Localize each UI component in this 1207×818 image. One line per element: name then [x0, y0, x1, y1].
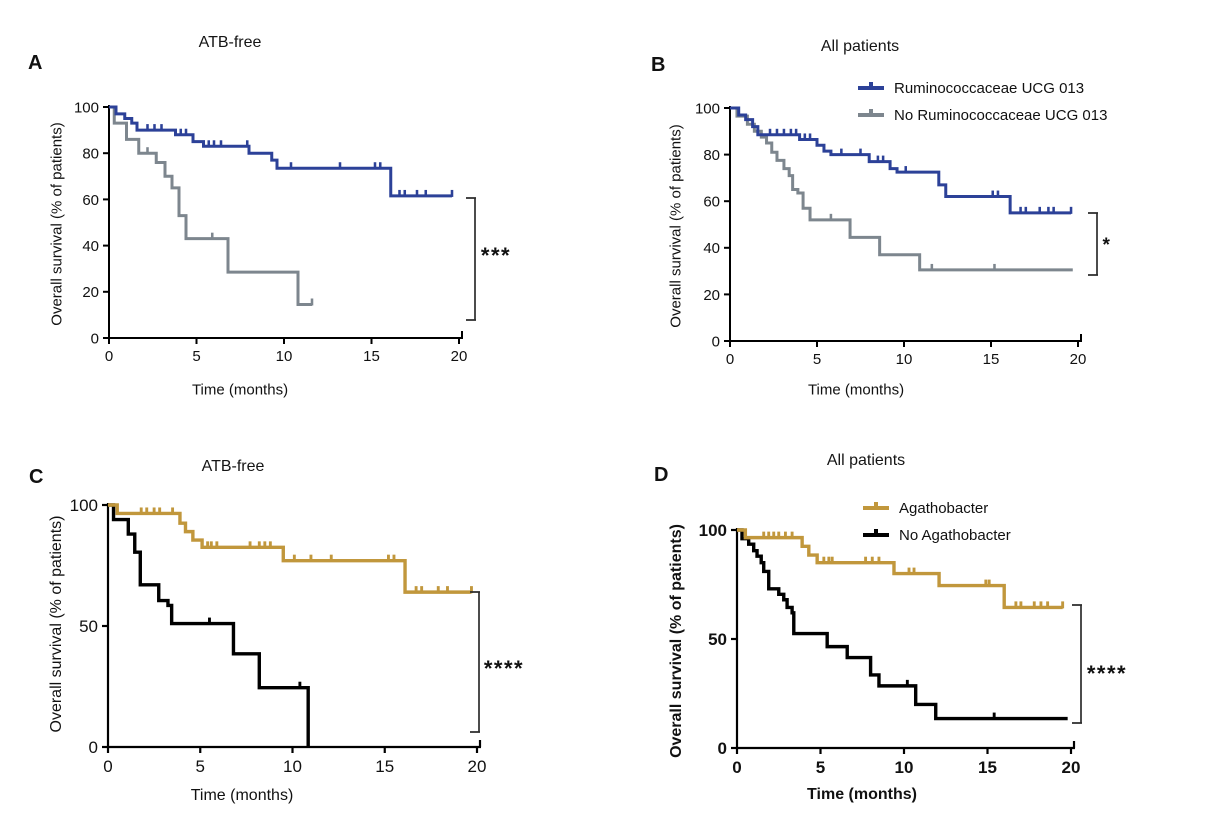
y-tick-label: 80 [703, 147, 720, 164]
series-marker-icon [858, 109, 884, 117]
y-axis-label-d: Overall survival (% of patients) [668, 524, 685, 758]
x-axis-label-c: Time (months) [190, 787, 294, 804]
series-marker-icon [863, 529, 889, 537]
y-tick-label: 60 [82, 192, 99, 209]
panel-letter-d: D [654, 464, 669, 486]
y-tick-label: 40 [703, 240, 720, 257]
x-tick-label: 5 [192, 348, 200, 365]
panel-title-c: ATB-free [201, 458, 265, 475]
survival-curve-group2 [730, 106, 1073, 272]
x-tick-label: 10 [896, 351, 913, 368]
x-tick-label: 10 [895, 758, 914, 777]
x-tick-label: 20 [451, 348, 468, 365]
x-tick-label: 5 [813, 351, 821, 368]
x-tick-label: 10 [283, 757, 302, 776]
x-tick-label: 0 [732, 758, 741, 777]
y-tick-label: 50 [79, 617, 98, 636]
y-axis-label-a: Overall survival (% of patients) [48, 122, 66, 326]
significance-asterisks: * [1103, 235, 1112, 256]
x-axis-label-a: Time (months) [191, 381, 289, 399]
legend-item: Agathobacter [863, 497, 1011, 519]
y-tick-label: 0 [91, 330, 99, 347]
x-tick-label: 15 [363, 348, 380, 365]
x-tick-label: 15 [983, 351, 1000, 368]
y-tick-label: 100 [699, 521, 727, 540]
survival-plot-a: 0 5 10 15 20 0 20 40 60 80 100 *** [74, 99, 511, 365]
y-tick-label: 0 [89, 738, 98, 757]
panel-title-b: All patients [820, 38, 900, 55]
y-tick-label: 60 [703, 194, 720, 211]
y-tick-label: 100 [695, 100, 720, 117]
y-tick-label: 20 [703, 287, 720, 304]
panel-d: D All patients Agathobacter No Agathobac… [600, 410, 1207, 818]
y-tick-label: 0 [718, 739, 727, 758]
y-tick-label: 20 [82, 284, 99, 301]
survival-curve-group2 [108, 503, 310, 747]
legend-label: Ruminococcaceae UCG 013 [894, 79, 1085, 97]
significance-bracket [470, 591, 480, 733]
series-marker-icon [863, 502, 889, 510]
y-axis-label-b: Overall survival (% of patients) [667, 124, 685, 328]
y-tick-label: 0 [712, 333, 720, 350]
x-axis-label-d: Time (months) [807, 786, 917, 803]
x-tick-label: 0 [103, 757, 112, 776]
series-marker-icon [858, 82, 884, 90]
x-tick-label: 20 [1062, 758, 1081, 777]
legend-item: No Agathobacter [863, 524, 1011, 546]
panel-c: C ATB-free 0 5 10 15 20 0 50 100 **** Overall su… [0, 410, 600, 818]
significance-asterisks: **** [484, 656, 524, 681]
survival-curve-group1 [737, 528, 1063, 610]
panel-letter-c: C [29, 466, 44, 488]
y-tick-label: 100 [70, 496, 98, 515]
significance-asterisks: **** [1087, 661, 1127, 686]
x-tick-label: 0 [105, 348, 113, 365]
survival-curve-group1 [109, 105, 452, 198]
significance-bracket [1072, 604, 1082, 724]
significance-bracket [1088, 212, 1098, 276]
x-tick-label: 20 [468, 757, 487, 776]
legend-label: Agathobacter [899, 499, 989, 517]
legend-b: Ruminococcaceae UCG 013 No Ruminococcace… [858, 77, 1107, 126]
legend-item: No Ruminococcaceae UCG 013 [858, 104, 1107, 126]
panel-b: B All patients Ruminococcaceae UCG 013 N… [600, 0, 1207, 410]
panel-letter-a: A [28, 52, 43, 74]
legend-item: Ruminococcaceae UCG 013 [858, 77, 1107, 99]
survival-plot-b: 0 5 10 15 20 0 20 40 60 80 100 * [695, 100, 1112, 368]
x-axis-label-b: Time (months) [807, 381, 905, 399]
x-tick-label: 15 [375, 757, 394, 776]
x-tick-label: 0 [726, 351, 734, 368]
panel-title-d: All patients [826, 452, 906, 469]
y-tick-label: 50 [708, 630, 727, 649]
x-tick-label: 15 [978, 758, 997, 777]
legend-d: Agathobacter No Agathobacter [863, 497, 1011, 546]
legend-label: No Agathobacter [899, 526, 1011, 544]
significance-asterisks: *** [481, 243, 511, 268]
x-tick-label: 20 [1070, 351, 1087, 368]
panel-a: A ATB-free 0 5 10 15 20 0 20 40 60 80 100 *** Overa… [0, 0, 600, 410]
y-tick-label: 80 [82, 146, 99, 163]
x-tick-label: 5 [816, 758, 825, 777]
panel-letter-b: B [651, 54, 666, 76]
survival-curve-group1 [108, 503, 472, 594]
legend-label: No Ruminococcaceae UCG 013 [894, 106, 1108, 124]
survival-curve-group1 [730, 106, 1072, 215]
survival-plot-c: 0 5 10 15 20 0 50 100 **** [70, 496, 524, 776]
panel-title-a: ATB-free [198, 34, 262, 51]
y-tick-label: 100 [74, 99, 99, 116]
x-tick-label: 5 [196, 757, 205, 776]
survival-curve-group2 [737, 528, 1068, 721]
survival-curve-group2 [109, 105, 312, 307]
y-tick-label: 40 [82, 238, 99, 255]
survival-plot-d: 0 5 10 15 20 0 50 100 **** [699, 521, 1127, 777]
significance-bracket [466, 197, 476, 321]
x-tick-label: 10 [276, 348, 293, 365]
y-axis-label-c: Overall survival (% of patients) [48, 515, 65, 733]
